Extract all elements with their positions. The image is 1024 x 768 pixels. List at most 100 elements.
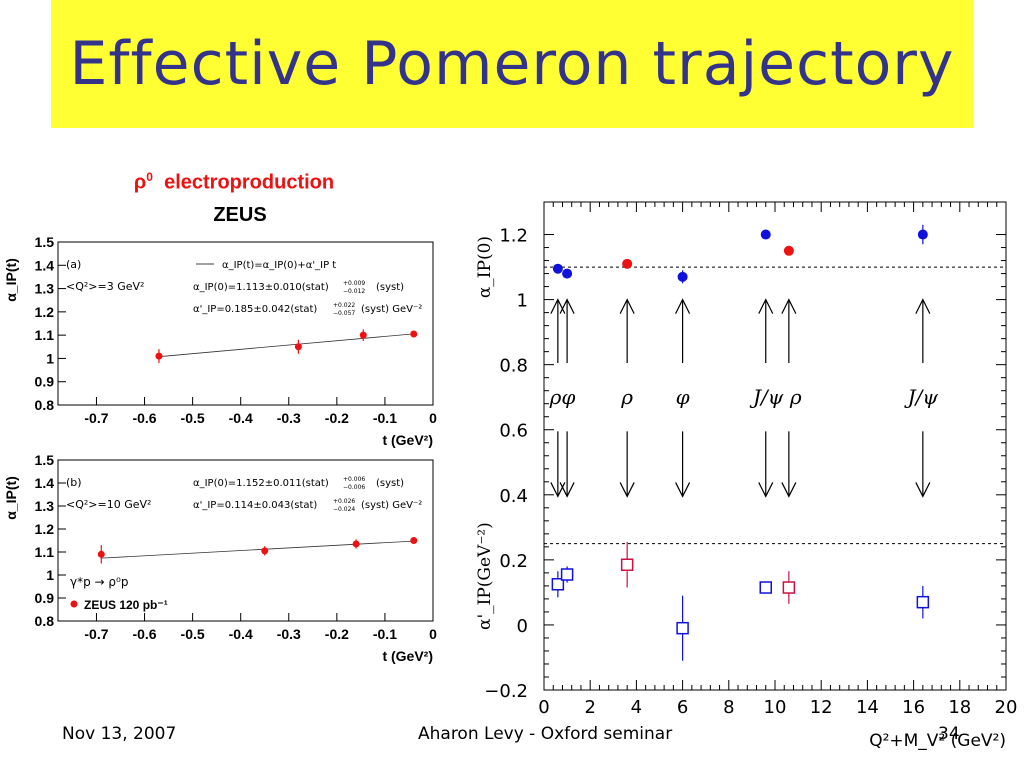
- intercept-data-point: [622, 258, 633, 269]
- panel-b-xtick-label: -0.2: [325, 626, 349, 642]
- panel-b-fit-intercept: α_IP(0)=1.152±0.011(stat): [193, 478, 329, 489]
- panel-b-data-point: [410, 537, 418, 544]
- main-xlabel: Q²+M_V² (GeV²): [869, 731, 1006, 751]
- main-xtick-label: 14: [856, 697, 879, 718]
- panel-b-ytick-label: 1.1: [35, 544, 55, 560]
- arrow-down-head: [619, 482, 635, 498]
- panel-b-xtick-label: 0: [429, 626, 437, 642]
- title-banner: Effective Pomeron trajectory: [51, 0, 973, 128]
- main-frame: [543, 201, 1007, 691]
- main-xtick-label: 2: [584, 697, 595, 718]
- panel-a-fit-slope: α'_IP=0.185±0.042(stat): [193, 304, 317, 315]
- panel-b-fit-slope-err-down: −0.024: [333, 506, 355, 513]
- intercept-data-point: [677, 271, 688, 282]
- panel-a-xtick-label: -0.7: [84, 410, 108, 426]
- main-ylabel-top: α_IP(0): [475, 236, 495, 298]
- slope-data-point: [759, 581, 773, 594]
- main-xtick-label: 16: [902, 697, 925, 718]
- main-xtick-label: 8: [723, 697, 734, 718]
- slide-title: Effective Pomeron trajectory: [69, 29, 955, 99]
- panel-b-ytick-label: 1.2: [35, 521, 55, 537]
- panel-a-fit-intercept-syst: (syst): [376, 282, 404, 293]
- chart-subtitle: ρ0 electroproduction: [94, 170, 374, 195]
- slope-data-point: [782, 581, 796, 594]
- slope-data-point: [551, 578, 565, 591]
- panel-a-fit-intercept: α_IP(0)=1.113±0.010(stat): [193, 282, 329, 293]
- panel-b-condition: <Q²>=10 GeV²: [66, 498, 151, 511]
- panel-b-fit-line: [101, 540, 414, 559]
- panel-b-legend-entry: ZEUS 120 pb⁻¹: [84, 598, 168, 612]
- panel-b-fit-slope-syst: (syst) GeV⁻²: [361, 500, 422, 511]
- panel-a-xtick-label: -0.2: [325, 410, 349, 426]
- arrow-up-head: [915, 298, 931, 314]
- subtitle-superscript: 0: [146, 170, 153, 184]
- panel-b-xtick-label: -0.6: [132, 626, 156, 642]
- panel-a-frame: [57, 241, 434, 406]
- panel-b-process: γ*p → ρ⁰p: [70, 575, 128, 589]
- arrow-up-head: [758, 298, 774, 314]
- arrow-down-head: [758, 482, 774, 498]
- panel-a-data-point: [155, 352, 163, 360]
- main-ylabel-bottom: α'_IP(GeV⁻²): [475, 522, 495, 630]
- panel-b-xtick-label: -0.7: [84, 626, 108, 642]
- panel-a-ytick-label: 1.4: [35, 257, 55, 273]
- panel-b-fit-slope-err-up: +0.026: [333, 498, 355, 505]
- arrow-up-head: [559, 298, 575, 314]
- main-ytick-label: 1.2: [499, 226, 528, 247]
- main-xtick-label: 6: [677, 697, 688, 718]
- panel-a-xtick-label: 0: [429, 410, 437, 426]
- arrow-up-head: [781, 298, 797, 314]
- intercept-data-point: [917, 229, 928, 240]
- main-ytick-label: 0.6: [499, 421, 528, 442]
- panel-a-label: (a): [66, 258, 81, 271]
- panel-a-ytick-label: 1.5: [35, 234, 55, 250]
- arrow-down-head: [915, 482, 931, 498]
- main-ytick-label: 0.4: [499, 486, 528, 507]
- panel-a-xlabel: t (GeV²): [382, 432, 433, 448]
- arrow-down-head: [675, 482, 691, 498]
- slope-data-point: [620, 558, 634, 571]
- panel-a-ytick-label: 0.9: [35, 374, 55, 390]
- panel-b-ytick-label: 1.3: [35, 498, 55, 514]
- arrow-down-head: [781, 482, 797, 498]
- main-ytick-label: 0: [517, 616, 528, 637]
- main-ytick-label: 0.2: [499, 551, 528, 572]
- footer-speaker: Aharon Levy - Oxford seminar: [418, 724, 673, 744]
- subtitle-rho: ρ: [133, 171, 147, 194]
- panel-a-ytick-label: 1.3: [35, 281, 55, 297]
- panel-b-ytick-label: 0.9: [35, 590, 55, 606]
- main-ytick-label: 0.8: [499, 356, 528, 377]
- arrow-group-label: J/ψ: [904, 385, 939, 409]
- main-ytick-label: −0.2: [484, 681, 528, 702]
- arrow-group-label: ρφ: [549, 385, 576, 409]
- panel-a-xtick-label: -0.5: [181, 410, 205, 426]
- main-xtick-label: 12: [810, 697, 833, 718]
- panel-b-xtick-label: -0.5: [181, 626, 205, 642]
- panel-b-fit-slope: α'_IP=0.114±0.043(stat): [193, 500, 317, 511]
- panel-b-ylabel: α_IP(t): [3, 476, 19, 520]
- panel-a-data-point: [294, 343, 302, 351]
- panel-a-fit-slope-syst: (syst) GeV⁻²: [361, 304, 422, 315]
- panel-a-fit-slope-err-up: +0.022: [333, 302, 355, 309]
- slope-data-point: [560, 568, 574, 581]
- main-xtick-label: 10: [764, 697, 787, 718]
- footer-page-number: 34: [938, 724, 960, 744]
- panel-b-ytick-label: 1: [46, 567, 54, 583]
- footer-date: Nov 13, 2007: [62, 724, 177, 744]
- arrow-down-head: [559, 482, 575, 498]
- main-xtick-label: 18: [948, 697, 971, 718]
- panel-b-fit-intercept-err-down: −0.006: [343, 484, 365, 491]
- panel-b-xtick-label: -0.4: [229, 626, 253, 642]
- panel-a-xtick-label: -0.3: [277, 410, 301, 426]
- slope-data-point: [676, 621, 689, 635]
- panel-a-fit-formula: α_IP(t)=α_IP(0)+α'_IP t: [222, 260, 336, 271]
- panel-a-xtick-label: -0.6: [132, 410, 156, 426]
- intercept-data-point: [760, 229, 771, 240]
- panel-a-xtick-label: -0.4: [229, 410, 253, 426]
- main-ytick-label: 1: [517, 291, 528, 312]
- panel-a-fit-line: [158, 333, 414, 358]
- slope-data-point: [916, 595, 930, 609]
- panel-a-ylabel: α_IP(t): [3, 258, 19, 302]
- panel-b-data-point: [97, 550, 105, 558]
